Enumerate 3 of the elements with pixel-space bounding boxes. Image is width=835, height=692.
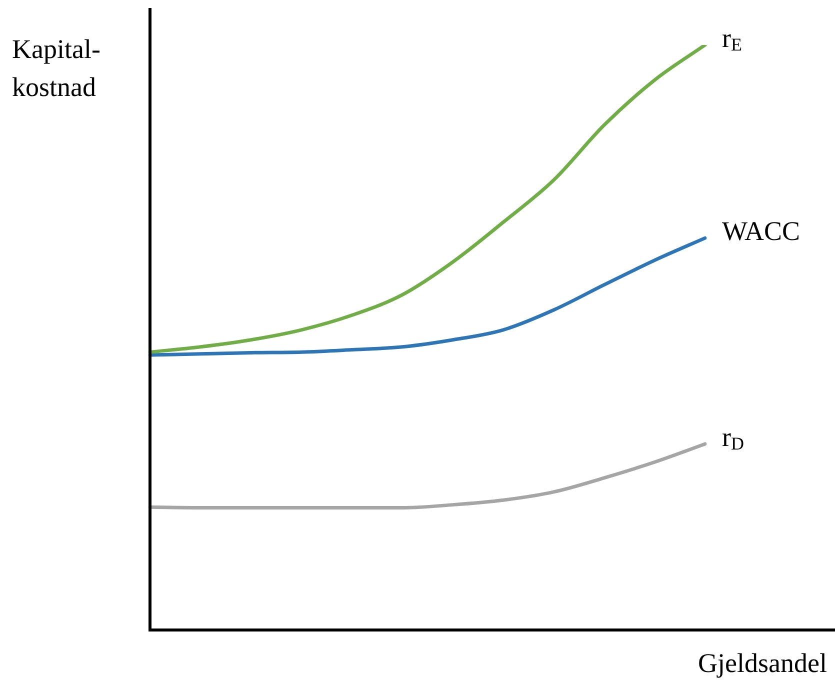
y-axis-title: Kapital-kostnad bbox=[12, 33, 102, 104]
series-label: WACC bbox=[722, 216, 800, 246]
x-axis-title: Gjeldsandel bbox=[698, 648, 827, 679]
